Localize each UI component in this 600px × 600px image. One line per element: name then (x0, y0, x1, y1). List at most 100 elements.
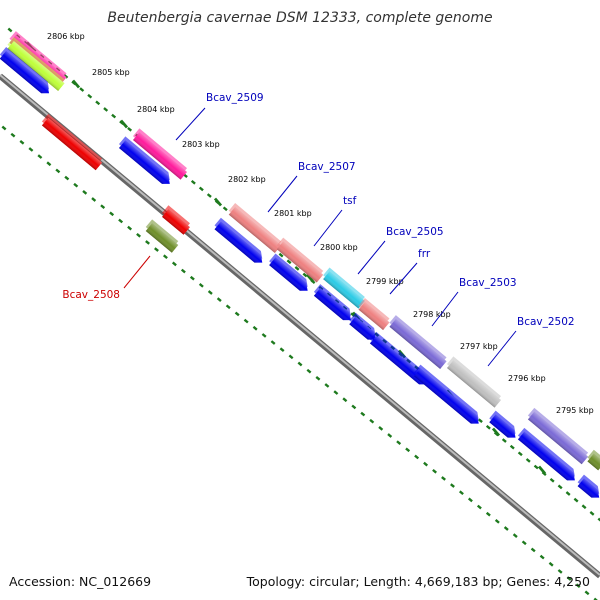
tick-mark-outer (525, 458, 531, 463)
tick-mark-inner (521, 540, 527, 546)
tick-mark-outer (190, 179, 196, 185)
feature-blocks[interactable] (0, 31, 600, 501)
tick-mark-inner (351, 404, 357, 410)
tick-marks (1, 27, 600, 600)
gene-label[interactable]: Bcav_2508 (62, 289, 120, 301)
tick-mark-inner (279, 347, 285, 353)
tick-mark-outer (509, 444, 515, 450)
gene-label[interactable]: Bcav_2505 (386, 226, 444, 238)
tick-mark-inner (494, 519, 500, 524)
tick-mark-inner (548, 561, 554, 567)
tick-mark-inner (584, 590, 590, 596)
cds-forward-9[interactable] (487, 410, 520, 442)
major-tick (213, 197, 223, 207)
major-tick (537, 465, 547, 475)
gene-leader-line (389, 262, 418, 295)
tick-mark-inner (171, 261, 177, 267)
tick-mark-inner (405, 447, 411, 453)
map-title: Beutenbergia cavernae DSM 12333, complet… (107, 10, 493, 26)
cds-forward-10[interactable] (516, 427, 580, 484)
kbp-label: 2799 kbp (366, 277, 404, 286)
tick-mark-inner (441, 476, 446, 481)
tick-mark-inner (64, 175, 70, 181)
tick-mark-inner (261, 333, 267, 338)
gene-label[interactable]: Bcav_2507 (298, 161, 356, 173)
block-purple-2-shade (527, 411, 589, 465)
tick-mark-inner (19, 139, 25, 145)
kbp-label: 2805 kbp (92, 68, 130, 77)
tick-mark-inner (252, 325, 258, 331)
tick-mark-outer (557, 484, 563, 490)
cds-forward-7-shade (369, 335, 427, 385)
gene-leader-line (357, 240, 386, 275)
cds-reverse-2[interactable] (160, 205, 192, 235)
block-purple-2[interactable] (526, 407, 590, 465)
block-pink-2-shade (132, 132, 188, 180)
gene-label[interactable]: Bcav_2502 (517, 316, 575, 328)
tick-mark-inner (28, 147, 34, 152)
tick-mark-inner (1, 125, 7, 131)
cds-forward-4-shade (269, 257, 308, 291)
tick-mark-inner (369, 418, 375, 424)
cds-forward-10-shade (517, 431, 575, 481)
tick-mark-inner (566, 576, 572, 581)
cds-forward-1[interactable] (0, 47, 54, 97)
block-olive[interactable] (144, 219, 180, 253)
cds-reverse-1-shade (41, 117, 103, 171)
block-salmon-1[interactable] (227, 203, 283, 254)
tick-mark-outer (573, 497, 579, 503)
cds-forward-2[interactable] (117, 136, 175, 187)
cds-forward-6[interactable] (347, 312, 380, 344)
gene-label[interactable]: frr (418, 248, 431, 260)
tick-mark-inner (270, 340, 276, 345)
cds-forward-11[interactable] (576, 474, 600, 502)
kbp-labels: 2806 kbp 2805 kbp 2804 kbp 2803 kbp 2802 kbp… (47, 32, 594, 415)
gene-label[interactable]: tsf (343, 195, 357, 207)
tick-mark-outer (103, 107, 109, 112)
cds-forward-8[interactable] (412, 364, 484, 428)
kbp-label: 2802 kbp (228, 175, 266, 184)
tick-mark-inner (118, 218, 124, 224)
cds-forward-9-shade (489, 414, 516, 438)
tick-mark-inner (333, 390, 339, 395)
gene-leader-line (313, 209, 343, 247)
gene-leader-line (175, 107, 206, 141)
block-pink-2[interactable] (131, 128, 189, 180)
block-lime[interactable] (6, 37, 67, 91)
tick-mark-inner (216, 297, 222, 302)
tick-mark-inner (100, 204, 106, 209)
gene-label[interactable]: Bcav_2509 (206, 92, 264, 104)
block-gray[interactable] (445, 356, 503, 408)
tick-mark-inner (91, 197, 97, 202)
gene-leader-line (267, 175, 298, 213)
block-salmon-2[interactable] (275, 237, 325, 283)
gene-label[interactable]: Bcav_2503 (459, 277, 517, 289)
cds-forward-7[interactable] (368, 331, 432, 388)
cds-forward-3-shade (214, 221, 263, 263)
cds-forward-6-shade (349, 316, 376, 340)
cds-forward-3[interactable] (213, 217, 268, 267)
cds-reverse-1[interactable] (40, 113, 104, 171)
block-cyan[interactable] (321, 267, 367, 309)
tick-mark-inner (485, 511, 491, 517)
block-salmon-3[interactable] (357, 298, 392, 331)
cds-forward-4[interactable] (267, 253, 313, 295)
cds-forward-2-shade (118, 140, 170, 184)
tick-mark-inner (37, 154, 43, 159)
tick-mark-inner (360, 411, 366, 417)
cds-forward-5[interactable] (312, 284, 356, 324)
tick-mark-inner (414, 454, 420, 460)
tick-mark-inner (423, 461, 429, 467)
tick-mark-inner (82, 190, 88, 195)
block-purple-1[interactable] (388, 315, 449, 369)
block-cyan-shade (323, 271, 365, 309)
tick-mark-inner (396, 440, 402, 445)
tick-mark-outer (597, 517, 600, 522)
tick-mark-outer (533, 464, 539, 470)
tick-mark-inner (10, 132, 16, 138)
tick-mark-outer (95, 100, 101, 106)
cds-forward-11-shade (577, 478, 600, 498)
tick-mark-inner (557, 569, 563, 574)
block-olive-edge[interactable] (586, 449, 600, 471)
